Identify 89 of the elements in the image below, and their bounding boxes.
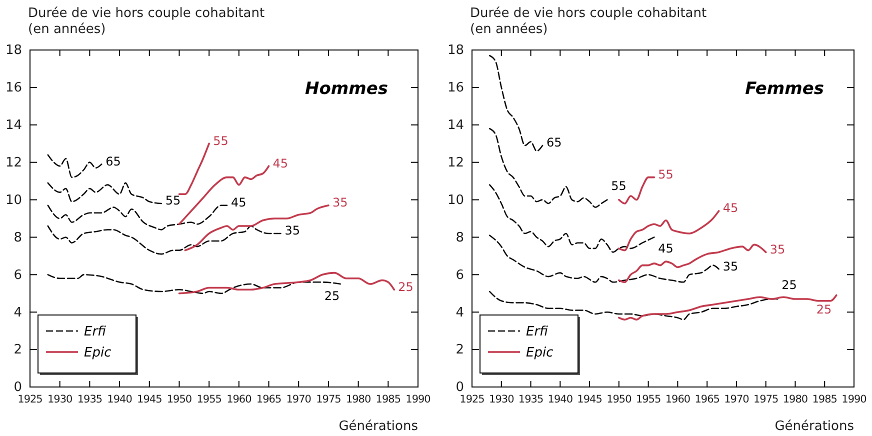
legend-label: Erfi — [526, 324, 549, 340]
annotation: 35 — [722, 259, 738, 274]
x-tick-label: 1955 — [196, 393, 222, 406]
line-series — [618, 210, 720, 252]
x-tick-label: 1925 — [460, 393, 484, 406]
y-tick-label: 6 — [14, 268, 22, 283]
x-tick-label: 1935 — [518, 393, 544, 406]
annotation: 35 — [284, 224, 300, 238]
annotation: 25 — [782, 278, 797, 292]
y-tick-label: 4 — [14, 305, 22, 320]
annotation: 25 — [398, 280, 414, 294]
line-series — [178, 165, 270, 226]
legend-label: Erfi — [84, 324, 107, 340]
x-axis-title: Générations — [774, 419, 854, 434]
annotation: 65 — [106, 154, 121, 168]
legend-label: Epic — [526, 346, 554, 361]
line-series — [618, 244, 767, 284]
y-tick-label: 8 — [14, 230, 22, 246]
x-axis-title: Générations — [338, 419, 418, 434]
x-tick-label: 1980 — [782, 393, 808, 406]
y-tick-label: 14 — [447, 118, 464, 134]
y-tick-label: 6 — [456, 268, 464, 283]
x-tick-label: 1925 — [18, 393, 42, 406]
line-series — [47, 154, 102, 178]
annotation: 55 — [658, 168, 674, 182]
x-tick-label: 1985 — [812, 393, 837, 406]
x-tick-label: 1935 — [77, 393, 102, 406]
y-tick-label: 12 — [447, 155, 464, 170]
annotation: 35 — [332, 196, 348, 210]
line-series — [488, 234, 720, 283]
line-series — [488, 128, 608, 208]
x-tick-label: 1940 — [107, 393, 132, 406]
x-tick-label: 1945 — [137, 393, 162, 406]
line-series — [47, 225, 282, 255]
x-tick-label: 1950 — [166, 393, 192, 406]
x-tick-label: 1970 — [286, 393, 311, 406]
legend-label: Epic — [84, 346, 112, 361]
y-tick-label: 18 — [447, 43, 464, 58]
annotation: 55 — [611, 178, 626, 193]
x-tick-label: 1990 — [406, 393, 430, 406]
x-tick-label: 1970 — [724, 393, 749, 406]
x-tick-label: 1930 — [47, 393, 72, 406]
x-tick-label: 1975 — [753, 393, 778, 406]
annotation: 25 — [324, 289, 340, 304]
x-tick-label: 1990 — [842, 393, 866, 406]
annotation: 55 — [213, 134, 228, 148]
x-tick-label: 1955 — [636, 393, 661, 406]
x-tick-label: 1945 — [577, 393, 602, 406]
x-tick-label: 1985 — [376, 393, 401, 406]
x-tick-label: 1960 — [665, 393, 690, 406]
x-tick-label: 1930 — [489, 393, 514, 406]
y-tick-label: 8 — [456, 230, 464, 246]
y-tick-label: 2 — [456, 342, 464, 358]
x-tick-label: 1950 — [606, 393, 632, 406]
y-tick-label: 0 — [14, 380, 22, 396]
y-tick-label: 18 — [5, 43, 22, 58]
annotation: 45 — [230, 196, 246, 210]
text: Femmes — [745, 79, 824, 99]
y-axis-title: Durée de vie hors couple cohabitant (en années) — [470, 6, 707, 37]
annotation: 35 — [770, 242, 786, 256]
y-tick-label: 2 — [14, 342, 22, 358]
annotation: 65 — [546, 136, 562, 150]
annotation: 45 — [658, 241, 674, 256]
annotation: 45 — [272, 156, 288, 170]
x-tick-label: 1965 — [256, 393, 282, 406]
x-tick-label: 1940 — [548, 393, 573, 406]
annotation: 45 — [722, 201, 738, 216]
x-tick-label: 1975 — [316, 393, 341, 406]
text: Hommes — [305, 79, 388, 99]
annotation: 55 — [165, 194, 181, 208]
x-tick-label: 1965 — [694, 393, 720, 406]
y-tick-label: 4 — [456, 305, 464, 320]
y-tick-label: 0 — [456, 380, 464, 396]
line-series — [47, 204, 228, 230]
line-series — [618, 294, 838, 320]
y-tick-label: 14 — [5, 118, 22, 134]
line-series — [488, 290, 778, 320]
x-tick-label: 1960 — [226, 393, 252, 406]
line-series — [178, 142, 210, 196]
line-series — [488, 54, 544, 152]
line-series — [47, 182, 162, 204]
y-tick-label: 16 — [447, 80, 464, 96]
x-tick-label: 1980 — [346, 393, 371, 406]
y-axis-title: Durée de vie hors couple cohabitant (en années) — [28, 6, 265, 37]
y-tick-label: 10 — [5, 192, 22, 208]
y-tick-label: 16 — [5, 80, 22, 96]
y-tick-label: 12 — [5, 155, 22, 170]
y-tick-label: 10 — [447, 192, 464, 208]
annotation: 25 — [816, 302, 832, 316]
